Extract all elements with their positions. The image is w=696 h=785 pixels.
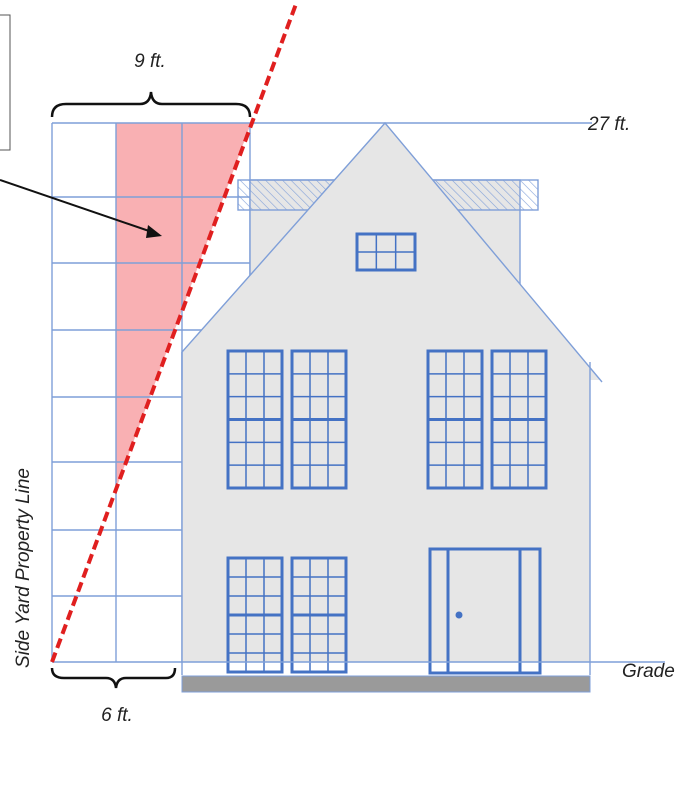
height-label: 27 ft. (587, 114, 630, 135)
width-label: 6 ft. (101, 705, 133, 726)
arrow-head (146, 225, 162, 238)
window (226, 613, 284, 674)
setback-plane (50, 3, 298, 663)
width-label: 9 ft. (134, 51, 166, 72)
window (490, 418, 548, 490)
brace-bottom (50, 667, 177, 689)
window (290, 418, 348, 490)
grade-label: Grade (622, 661, 675, 682)
arrow (0, 179, 153, 233)
windows (226, 232, 548, 674)
foundation (181, 675, 591, 693)
brace-top (50, 91, 252, 118)
window (426, 418, 484, 490)
window (290, 613, 348, 674)
note-box (0, 14, 11, 151)
property-line-label: Side Yard Property Line (13, 468, 34, 668)
window (226, 418, 284, 490)
door-knob (455, 611, 463, 619)
house-body (182, 123, 600, 662)
door (446, 547, 522, 675)
